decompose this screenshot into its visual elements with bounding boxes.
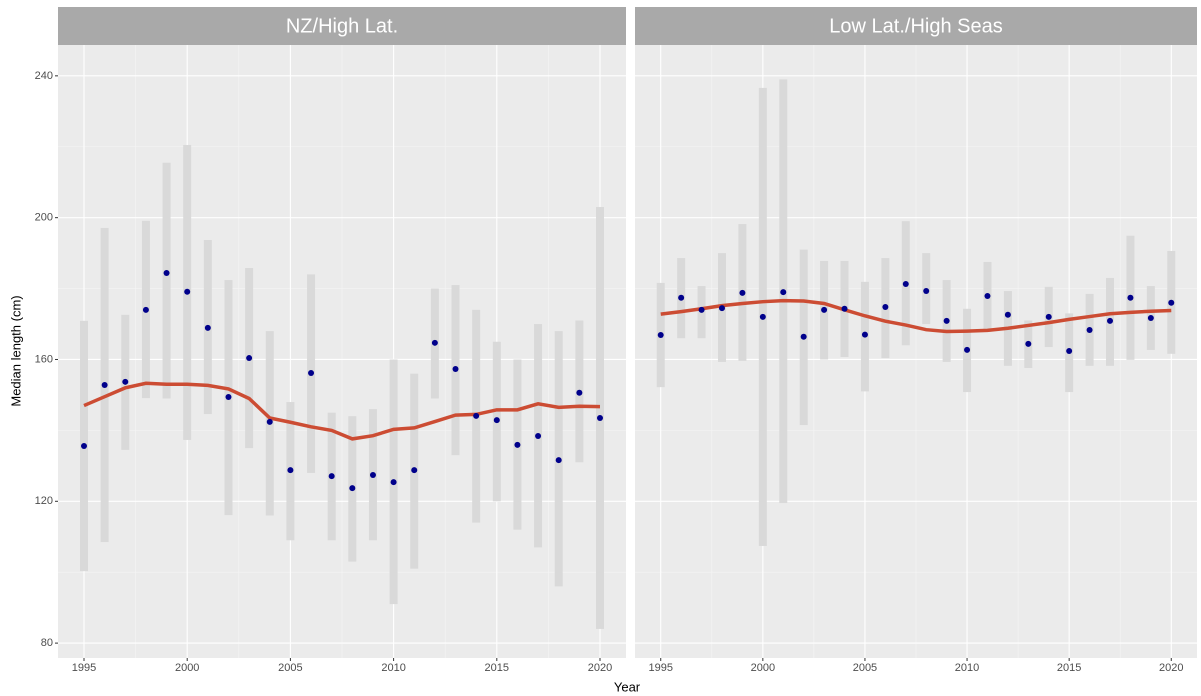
median-point <box>266 418 273 425</box>
median-point <box>1147 314 1154 321</box>
median-point <box>390 479 397 486</box>
x-tick-label: 2015 <box>1057 662 1081 674</box>
median-point <box>204 324 211 331</box>
x-tick-label: 2005 <box>853 662 877 674</box>
median-point <box>101 382 108 389</box>
y-tick-label: 160 <box>35 353 53 365</box>
x-tick-label: 2000 <box>175 662 199 674</box>
median-point <box>1168 299 1175 306</box>
median-point <box>411 467 418 474</box>
median-point <box>1066 347 1073 354</box>
y-tick-label: 240 <box>35 70 53 82</box>
x-tick-label: 2000 <box>751 662 775 674</box>
y-axis-label: Median length (cm) <box>8 295 23 406</box>
median-point <box>308 369 315 376</box>
median-point <box>369 472 376 479</box>
strip-title: Low Lat./High Seas <box>829 15 1002 37</box>
x-tick-label: 2005 <box>278 662 302 674</box>
median-point <box>821 306 828 313</box>
median-point <box>657 332 664 339</box>
median-point <box>596 414 603 421</box>
median-point <box>984 293 991 300</box>
median-point <box>882 304 889 311</box>
range-bar <box>162 162 171 399</box>
median-point <box>163 269 170 276</box>
median-point <box>923 288 930 295</box>
median-point <box>1045 313 1052 320</box>
x-tick-label: 2010 <box>381 662 405 674</box>
median-point <box>1004 311 1011 318</box>
median-point <box>473 412 480 419</box>
median-point <box>800 333 807 340</box>
x-tick-label: 2015 <box>485 662 509 674</box>
median-point <box>1086 327 1093 334</box>
median-point <box>698 306 705 313</box>
median-point <box>493 417 500 424</box>
median-point <box>535 433 542 440</box>
median-point <box>225 394 232 401</box>
smooth-line <box>660 298 1172 334</box>
median-point <box>452 366 459 373</box>
x-tick-label: 1995 <box>72 662 96 674</box>
median-point <box>328 473 335 480</box>
median-point <box>759 313 766 320</box>
strip <box>635 7 1197 45</box>
median-point <box>142 306 149 313</box>
median-point <box>861 331 868 338</box>
median-point <box>576 389 583 396</box>
y-tick-label: 200 <box>35 212 53 224</box>
median-point <box>964 346 971 353</box>
median-point <box>287 467 294 474</box>
x-tick-label: 2010 <box>955 662 979 674</box>
median-point <box>1107 317 1114 324</box>
median-point <box>514 441 521 448</box>
median-point <box>122 378 129 385</box>
smooth-line <box>83 381 601 441</box>
median-point <box>431 339 438 346</box>
median-point <box>678 294 685 301</box>
median-point <box>1025 340 1032 347</box>
median-point <box>739 289 746 296</box>
median-point <box>1127 294 1134 301</box>
median-point <box>902 280 909 287</box>
median-point <box>246 355 253 362</box>
x-tick-label: 2020 <box>1159 662 1183 674</box>
median-point <box>718 305 725 312</box>
x-tick-label: 2020 <box>588 662 612 674</box>
strip-title: NZ/High Lat. <box>286 15 398 37</box>
median-point <box>555 457 562 464</box>
median-point <box>184 288 191 295</box>
x-axis-label: Year <box>614 679 641 694</box>
x-tick-label: 1995 <box>648 662 672 674</box>
median-point <box>349 485 356 492</box>
y-tick-label: 120 <box>35 495 53 507</box>
median-point <box>841 305 848 312</box>
y-tick-label: 80 <box>41 637 53 649</box>
median-point <box>943 317 950 324</box>
median-point <box>780 289 787 296</box>
strip <box>58 7 626 45</box>
median-point <box>81 442 88 449</box>
